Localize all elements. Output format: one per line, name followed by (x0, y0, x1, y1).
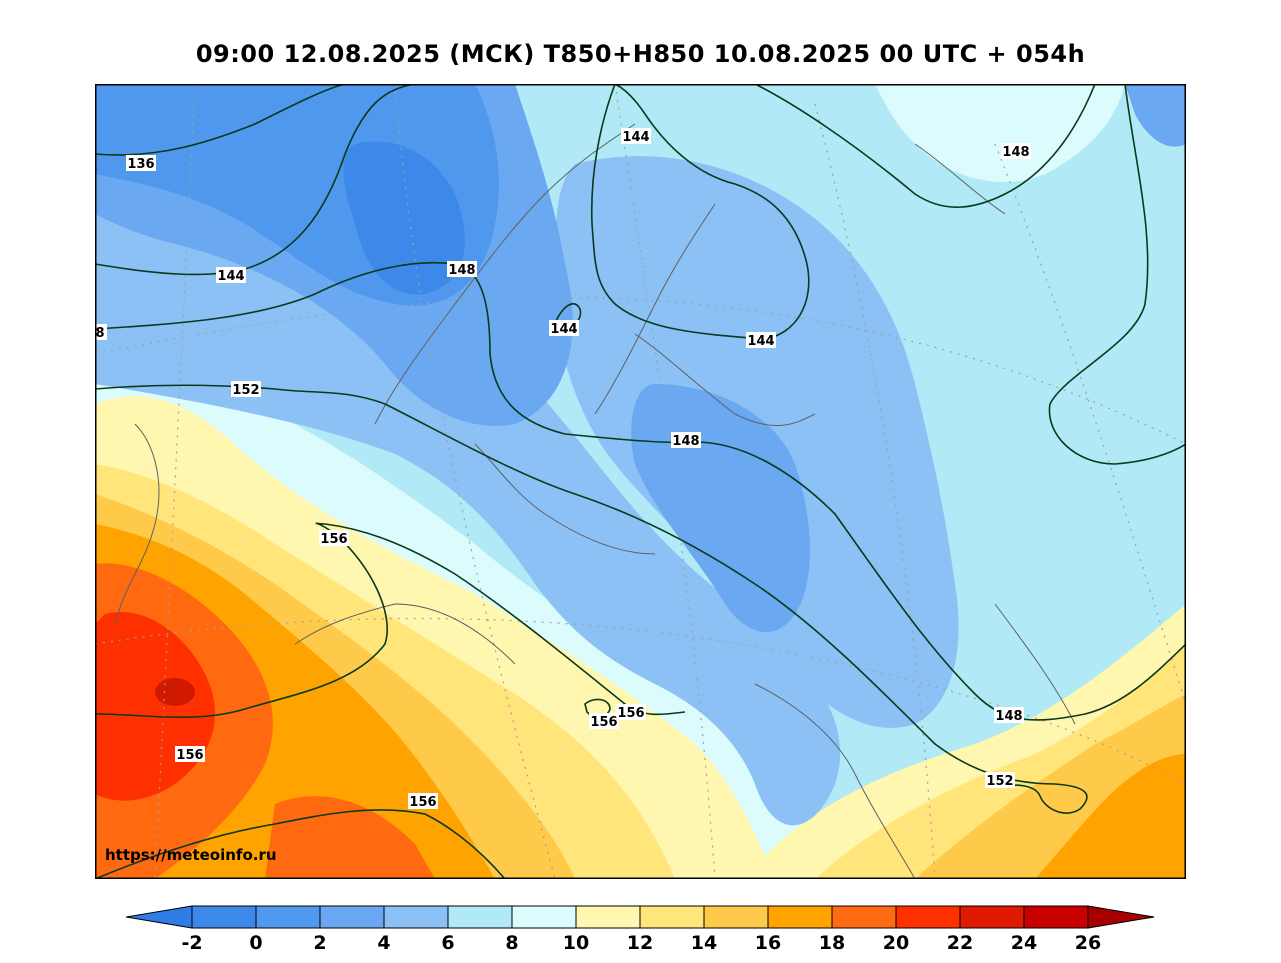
svg-text:152: 152 (232, 383, 259, 398)
contour-144-west (95, 84, 416, 276)
temp-band-26 (155, 678, 195, 706)
colorbar: -2 0 2 4 6 8 10 12 14 16 18 20 22 24 26 (126, 905, 1155, 954)
contour-148-far-east (1048, 84, 1186, 465)
svg-text:144: 144 (217, 269, 244, 284)
colorbar-cell (191, 905, 257, 929)
height-contours (95, 84, 1186, 879)
colorbar-cell (895, 905, 961, 929)
colorbar-tick-label: 10 (563, 932, 589, 954)
contour-144-scandinavia (590, 84, 810, 340)
map-title: 09:00 12.08.2025 (МСК) T850+H850 10.08.2… (195, 40, 1086, 68)
svg-text:156: 156 (590, 715, 617, 730)
colorbar-cell (575, 905, 641, 929)
contour-label: 148 (1001, 143, 1031, 160)
svg-text:144: 144 (622, 130, 649, 145)
svg-text:156: 156 (176, 748, 203, 763)
svg-text:148: 148 (995, 709, 1022, 724)
contour-label: 148 (447, 261, 477, 278)
contour-label: 148 (671, 432, 701, 449)
watermark: https://meteoinfo.ru (105, 846, 277, 864)
contour-label: 156 (408, 793, 438, 810)
contour-label: 144 (621, 128, 651, 145)
coastlines (114, 123, 1076, 879)
colorbar-tick-label: 6 (441, 932, 454, 954)
svg-text:148: 148 (448, 263, 475, 278)
contour-labels: 136 144 8 152 148 144 144 148 144 148 15… (95, 128, 1031, 810)
colorbar-cell (831, 905, 897, 929)
contour-label: 156 (319, 530, 349, 547)
contour-label: 144 (549, 320, 579, 337)
colorbar-tick-label: 0 (249, 932, 262, 954)
svg-text:136: 136 (127, 157, 154, 172)
temp-band-se-20 (1035, 754, 1186, 879)
colorbar-tick-label: 16 (755, 932, 781, 954)
colorbar-cell (959, 905, 1025, 929)
colorbar-cell (1023, 905, 1089, 929)
colorbar-tick-label: 8 (505, 932, 518, 954)
temp-band-6-8 (95, 204, 841, 826)
graticule (95, 84, 1186, 879)
colorbar-cell (319, 905, 385, 929)
contour-136 (95, 84, 346, 156)
temp-band-0-2 (343, 141, 465, 295)
temperature-map: 136 144 8 152 148 144 144 148 144 148 15… (95, 84, 1186, 879)
colorbar-extend-high (1087, 905, 1155, 929)
svg-text:156: 156 (617, 706, 644, 721)
contour-152-west (95, 384, 1088, 814)
colorbar-tick-label: 18 (819, 932, 845, 954)
colorbar-tick-label: 26 (1075, 932, 1101, 954)
colorbar-cell (511, 905, 577, 929)
colorbar-tick-label: 4 (377, 932, 390, 954)
svg-text:8: 8 (95, 326, 104, 341)
temp-band-ne-12 (875, 84, 1125, 183)
colorbar-tick-label: 12 (627, 932, 653, 954)
contour-label: 156 (589, 713, 619, 730)
svg-text:148: 148 (1002, 145, 1029, 160)
svg-text:144: 144 (747, 334, 774, 349)
contour-label: 156 (616, 704, 646, 721)
colorbar-cell (703, 905, 769, 929)
colorbar-cell (767, 905, 833, 929)
contour-label: 144 (216, 267, 246, 284)
contour-label: 152 (985, 772, 1015, 789)
colorbar-cell (255, 905, 321, 929)
contour-label: 148 (994, 707, 1024, 724)
colorbar-tick-label: 20 (883, 932, 909, 954)
contour-156-main (95, 522, 686, 719)
contour-label: 144 (746, 332, 776, 349)
contour-148-east (754, 84, 1096, 208)
contour-label: 136 (126, 155, 156, 172)
colorbar-tick-label: 24 (1011, 932, 1037, 954)
colorbar-tick-label: 2 (313, 932, 326, 954)
contour-label: 156 (175, 746, 205, 763)
svg-text:156: 156 (320, 532, 347, 547)
temp-band-ne-4-6 (1125, 84, 1186, 147)
colorbar-cell (383, 905, 449, 929)
svg-text:148: 148 (672, 434, 699, 449)
colorbar-cell (639, 905, 705, 929)
svg-text:152: 152 (986, 774, 1013, 789)
colorbar-tick-label: 14 (691, 932, 717, 954)
contour-156-south (95, 809, 506, 879)
contour-label: 152 (231, 381, 261, 398)
colorbar-tick-label: 22 (947, 932, 973, 954)
colorbar-extend-low (126, 905, 193, 929)
svg-text:144: 144 (550, 322, 577, 337)
contour-label: 8 (95, 324, 107, 341)
colorbar-tick-label: -2 (181, 932, 202, 954)
colorbar-cell (447, 905, 513, 929)
svg-text:156: 156 (409, 795, 436, 810)
